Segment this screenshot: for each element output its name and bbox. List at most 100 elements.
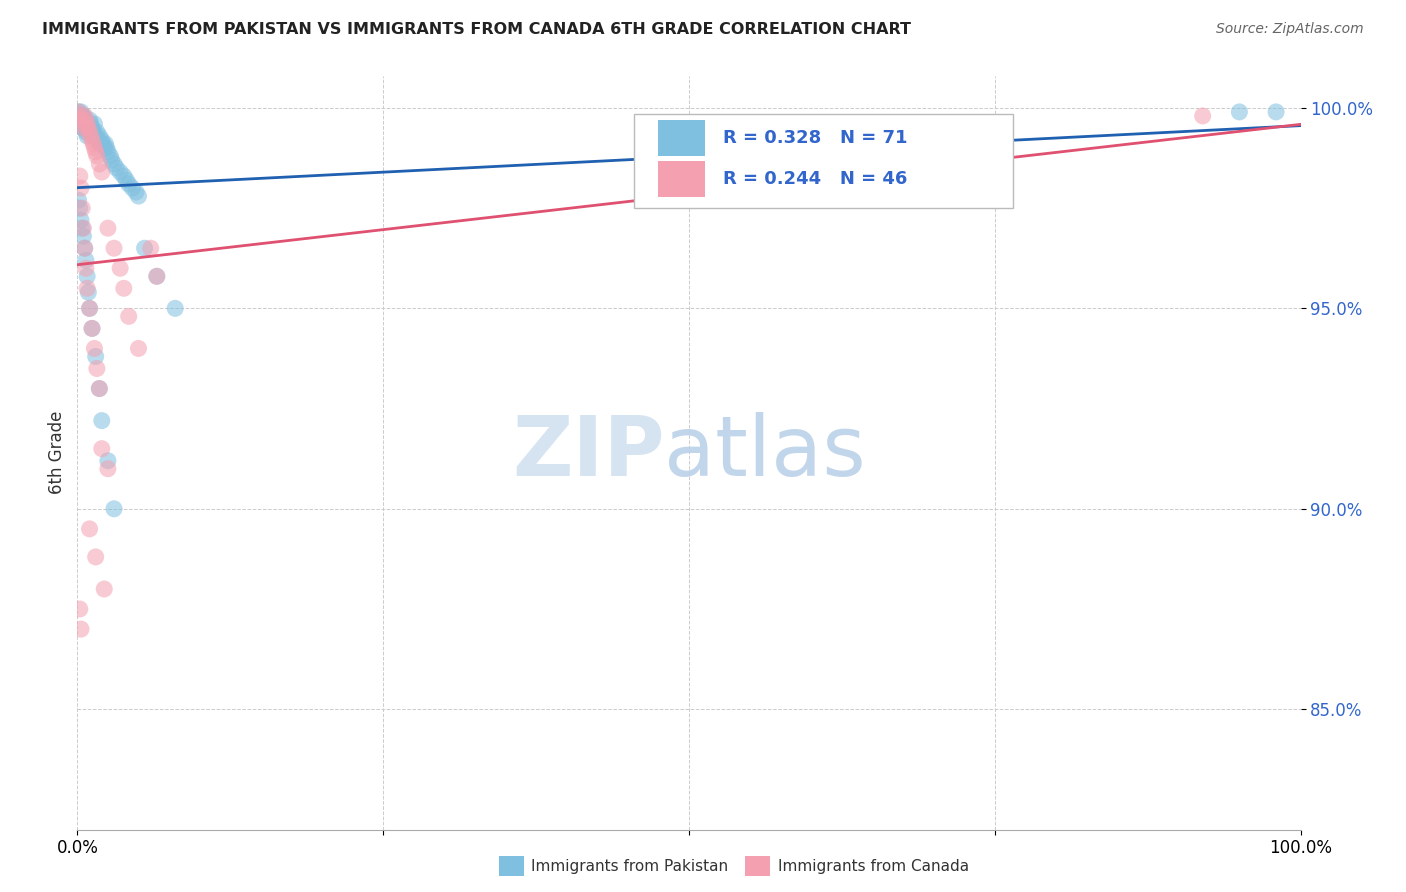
Point [72,112,94,127]
Point [86,125,108,139]
Point [70,117,93,131]
Point [79,125,101,139]
Point [1229,104,1251,119]
Point [80,321,103,335]
Point [90,442,112,456]
Text: Immigrants from Pakistan: Immigrants from Pakistan [531,859,728,873]
Point [121,181,143,195]
Point [75,112,97,127]
Point [79,301,101,316]
Point [1265,104,1288,119]
Bar [658,120,704,156]
Point [1191,109,1213,123]
Point [76,281,98,295]
Point [82,136,104,151]
Point [94,136,117,151]
Text: R = 0.328   N = 71: R = 0.328 N = 71 [723,129,908,147]
Point [112,169,135,183]
Point [73,109,96,123]
Point [89,382,111,396]
Point [90,165,112,179]
Point [165,301,187,316]
Point [82,125,104,139]
Point [93,582,115,596]
Point [70,117,93,131]
Point [67,104,90,119]
Point [69,109,91,123]
Point [70,221,93,235]
Point [127,342,149,356]
Point [108,261,131,276]
Point [69,169,91,183]
Point [75,261,97,276]
Point [89,382,111,396]
Point [97,461,120,475]
Point [118,310,141,324]
Point [118,177,141,191]
Point [70,201,93,215]
Point [93,141,115,155]
Point [69,112,91,127]
Text: IMMIGRANTS FROM PAKISTAN VS IMMIGRANTS FROM CANADA 6TH GRADE CORRELATION CHART: IMMIGRANTS FROM PAKISTAN VS IMMIGRANTS F… [42,22,911,37]
Point [84,145,107,159]
Point [90,133,112,147]
Point [80,321,103,335]
Point [70,112,93,127]
Point [91,136,114,151]
Point [79,301,101,316]
Point [79,125,101,139]
Point [103,241,125,255]
Point [72,117,94,131]
Point [70,109,93,123]
Point [67,104,90,119]
Point [80,120,103,135]
Point [105,161,128,175]
Text: ZIP: ZIP [512,412,665,493]
Point [77,120,100,135]
Point [70,112,93,127]
Text: Immigrants from Canada: Immigrants from Canada [778,859,969,873]
Point [79,522,101,536]
Point [69,602,91,616]
Point [73,112,96,127]
Point [125,185,148,199]
Point [75,253,97,268]
Point [70,120,93,135]
Point [97,453,120,467]
Point [83,342,105,356]
Point [97,145,120,159]
Point [139,241,162,255]
Point [100,153,122,167]
Point [84,549,107,564]
Point [69,109,91,123]
Point [146,269,169,284]
Point [98,149,121,163]
Point [103,157,125,171]
Y-axis label: 6th Grade: 6th Grade [48,411,66,494]
Text: R = 0.244   N = 46: R = 0.244 N = 46 [723,170,907,188]
Point [89,128,111,143]
Point [73,241,96,255]
Point [70,213,93,227]
Point [75,112,97,127]
Point [90,414,112,428]
Point [127,189,149,203]
Point [73,241,96,255]
Point [87,133,110,147]
Point [146,269,169,284]
Point [115,173,138,187]
Point [83,141,105,155]
Point [76,128,98,143]
Point [84,128,107,143]
Point [70,181,93,195]
Bar [658,161,704,197]
Point [77,285,100,300]
FancyBboxPatch shape [634,113,1014,208]
Point [76,117,98,131]
Point [112,281,135,295]
Point [69,201,91,215]
Point [77,120,100,135]
Point [75,125,97,139]
Point [86,149,108,163]
Point [80,117,103,131]
